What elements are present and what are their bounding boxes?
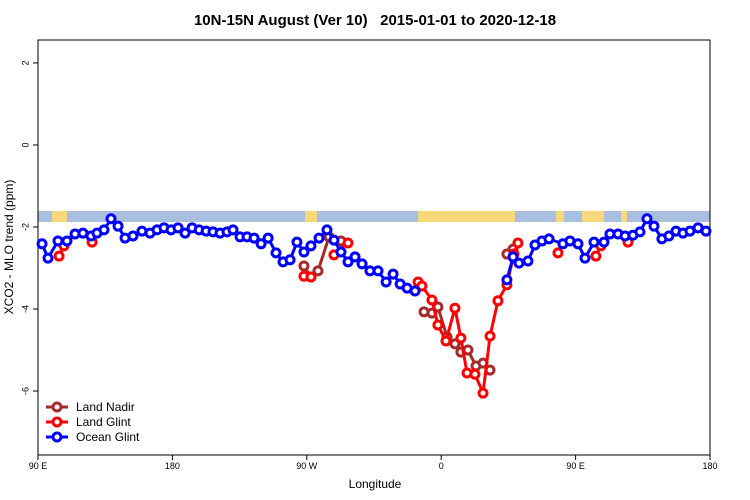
point xyxy=(492,295,504,307)
point xyxy=(291,236,303,248)
land-patch xyxy=(418,211,515,222)
point xyxy=(432,319,444,331)
land-patch xyxy=(305,211,317,222)
point xyxy=(349,251,361,263)
point xyxy=(335,246,347,258)
x-tick-label: 0 xyxy=(439,461,444,471)
y-axis-label: XCO2 - MLO trend (ppm) xyxy=(2,180,16,315)
point xyxy=(648,220,660,232)
x-tick-label: 90 E xyxy=(566,461,585,471)
point xyxy=(227,224,239,236)
point xyxy=(372,265,384,277)
land-patch xyxy=(52,211,67,222)
point xyxy=(52,235,64,247)
point xyxy=(484,364,496,376)
point xyxy=(262,232,274,244)
point xyxy=(552,247,564,259)
point xyxy=(342,237,354,249)
land-patch xyxy=(582,211,604,222)
legend-marker xyxy=(51,431,63,443)
point xyxy=(312,265,324,277)
point xyxy=(426,294,438,306)
x-tick-label: 180 xyxy=(702,461,717,471)
point xyxy=(172,222,184,234)
point xyxy=(356,258,368,270)
point xyxy=(255,238,267,250)
ocean-strip xyxy=(38,211,710,222)
point xyxy=(112,220,124,232)
point xyxy=(36,238,48,250)
map-strip xyxy=(38,211,710,222)
point xyxy=(305,240,317,252)
point xyxy=(321,224,333,236)
point xyxy=(501,274,513,286)
point xyxy=(588,236,600,248)
point xyxy=(328,234,340,246)
point xyxy=(61,235,73,247)
point xyxy=(462,344,474,356)
point xyxy=(590,250,602,262)
legend-label: Land Nadir xyxy=(76,400,135,414)
point xyxy=(634,226,646,238)
point xyxy=(579,252,591,264)
y-tick-label: 2 xyxy=(20,60,30,65)
point xyxy=(298,246,310,258)
plot-frame xyxy=(37,39,711,456)
point xyxy=(342,256,354,268)
point xyxy=(641,213,653,225)
y-tick-label: 0 xyxy=(20,142,30,147)
land-patch xyxy=(556,211,564,222)
y-tick-label: -6 xyxy=(20,387,30,395)
legend-marker xyxy=(51,401,63,413)
point xyxy=(663,230,675,242)
point xyxy=(416,280,428,292)
legend-label: Ocean Glint xyxy=(76,430,140,444)
point xyxy=(270,247,282,259)
point xyxy=(598,236,610,248)
point xyxy=(513,257,525,269)
point xyxy=(477,387,489,399)
point xyxy=(522,255,534,267)
x-axis-label: Longitude xyxy=(349,477,402,491)
point xyxy=(440,335,452,347)
y-tick-label: -4 xyxy=(20,305,30,313)
point xyxy=(543,233,555,245)
point xyxy=(469,368,481,380)
point xyxy=(313,232,325,244)
point xyxy=(42,252,54,264)
point xyxy=(449,302,461,314)
point xyxy=(127,230,139,242)
x-tick-label: 90 W xyxy=(296,461,318,471)
x-tick-label: 90 E xyxy=(29,461,48,471)
point xyxy=(409,285,421,297)
point xyxy=(53,250,65,262)
point xyxy=(700,225,712,237)
point xyxy=(572,238,584,250)
x-tick-label: 180 xyxy=(165,461,180,471)
y-tick-label: -2 xyxy=(20,223,30,231)
point xyxy=(507,251,519,263)
point xyxy=(387,268,399,280)
point xyxy=(512,237,524,249)
legend-marker xyxy=(51,416,63,428)
point xyxy=(484,330,496,342)
point xyxy=(179,227,191,239)
point xyxy=(284,254,296,266)
point xyxy=(455,332,467,344)
point xyxy=(298,260,310,272)
point xyxy=(305,271,317,283)
point xyxy=(98,224,110,236)
legend-label: Land Glint xyxy=(76,415,131,429)
point xyxy=(105,213,117,225)
land-patch xyxy=(621,211,627,222)
chart-title: 10N-15N August (Ver 10) 2015-01-01 to 20… xyxy=(194,12,556,29)
point xyxy=(248,232,260,244)
point xyxy=(380,276,392,288)
